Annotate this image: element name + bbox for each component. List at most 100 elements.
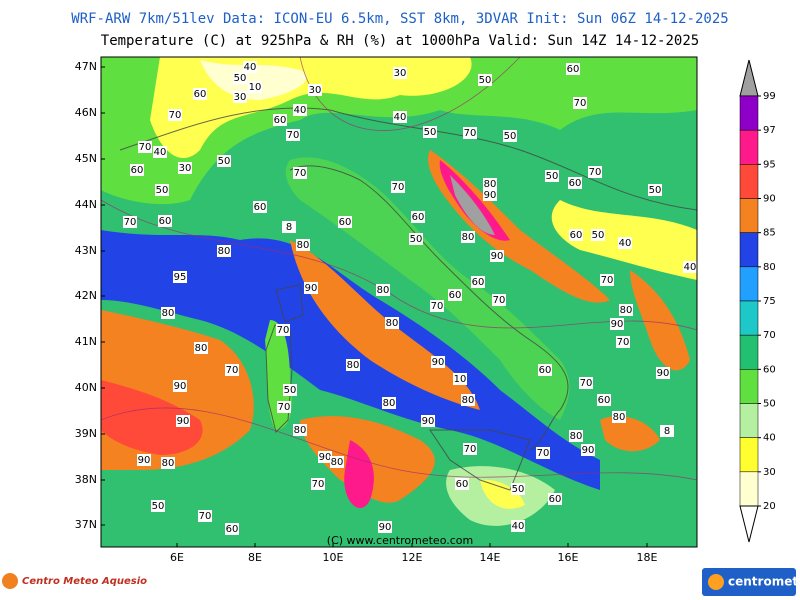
contour-label-bg: [431, 356, 445, 368]
contour-label: 30: [394, 68, 407, 79]
contour-label-bg: [610, 318, 624, 330]
contour-label-bg: [391, 181, 405, 193]
colorbar-top: [739, 59, 759, 97]
contour-label-bg: [276, 324, 290, 336]
contour-label-bg: [168, 109, 182, 121]
contour-label: 90: [611, 319, 624, 330]
lat-label: 38N: [75, 473, 97, 486]
contour-label-bg: [233, 91, 247, 103]
contour-label-bg: [158, 215, 172, 227]
contour-label-bg: [591, 229, 605, 241]
contour-label-bg: [536, 447, 550, 459]
contour-label: 50: [234, 73, 247, 84]
lat-label: 43N: [75, 244, 97, 257]
contour-label: 60: [412, 212, 425, 223]
contour-label-bg: [130, 164, 144, 176]
contour-label-bg: [569, 430, 583, 442]
contour-label: 70: [312, 479, 325, 490]
contour-label: 70: [574, 98, 587, 109]
lon-label: 12E: [402, 551, 423, 564]
colorbar-segment: [739, 403, 759, 438]
contour-label-bg: [282, 221, 296, 233]
contour-label: 70: [287, 130, 300, 141]
contour-label: 90: [319, 452, 332, 463]
contour-label: 70: [617, 337, 630, 348]
colorbar-segment: [739, 437, 759, 473]
contour-label: 70: [431, 301, 444, 312]
contour-label-bg: [448, 289, 462, 301]
colorbar-segment: [739, 232, 759, 268]
map-field: [101, 57, 697, 547]
colorbar-segment: [739, 369, 759, 404]
contour-label-bg: [683, 261, 697, 273]
contour-label: 80: [620, 305, 633, 316]
contour-label-bg: [277, 401, 291, 413]
lat-label: 42N: [75, 289, 97, 302]
contour-label: 90: [432, 357, 445, 368]
contour-label: 70: [124, 217, 137, 228]
contour-label: 70: [580, 378, 593, 389]
lon-label: 14E: [480, 551, 501, 564]
contour-label-bg: [490, 250, 504, 262]
contour-label: 80: [162, 308, 175, 319]
colorbar-segment: [739, 129, 759, 165]
contour-label: 90: [582, 445, 595, 456]
contour-label-bg: [569, 229, 583, 241]
contour-label: 30: [309, 85, 322, 96]
contour-label: 70: [169, 110, 182, 121]
contour-label-bg: [463, 443, 477, 455]
contour-label-bg: [138, 141, 152, 153]
contour-label-bg: [461, 231, 475, 243]
contour-label: 90: [305, 283, 318, 294]
contour-label-bg: [618, 237, 632, 249]
contour-label-bg: [283, 384, 297, 396]
contour-label-bg: [308, 84, 322, 96]
contour-label: 70: [277, 325, 290, 336]
contour-label: 8: [286, 222, 292, 233]
contour-label-bg: [233, 72, 247, 84]
lon-label: 16E: [558, 551, 579, 564]
lon-label: 6E: [170, 551, 184, 564]
contour-label-bg: [286, 129, 300, 141]
contour-label: 90: [657, 368, 670, 379]
contour-label-bg: [173, 271, 187, 283]
contour-label: 40: [684, 262, 697, 273]
contour-label-bg: [656, 367, 670, 379]
contour-label: 50: [512, 484, 525, 495]
contour-label-bg: [597, 394, 611, 406]
contour-label-bg: [600, 274, 614, 286]
contour-label-bg: [293, 167, 307, 179]
contour-label-bg: [243, 61, 257, 73]
colorbar-label: 40: [763, 433, 776, 444]
map-frame: [100, 56, 698, 548]
contour-label-bg: [178, 162, 192, 174]
contour-label-bg: [511, 520, 525, 532]
colorbar-label: 99: [763, 91, 776, 102]
contour-label: 90: [484, 190, 497, 201]
colorbar-segment: [739, 300, 759, 336]
lat-label: 39N: [75, 427, 97, 440]
contour-label: 70: [199, 511, 212, 522]
contour-label-bg: [217, 155, 231, 167]
contour-label: 50: [592, 230, 605, 241]
colorbar-label: 80: [763, 262, 776, 273]
contour-label: 40: [154, 147, 167, 158]
lat-label: 46N: [75, 106, 97, 119]
contour-label-bg: [153, 146, 167, 158]
contour-label: 50: [410, 234, 423, 245]
contour-label: 90: [422, 416, 435, 427]
contour-label-bg: [338, 216, 352, 228]
contour-label: 70: [278, 402, 291, 413]
contour-label-bg: [161, 457, 175, 469]
lat-label: 37N: [75, 518, 97, 531]
logo-icon: [708, 574, 724, 590]
contour-label: 60: [159, 216, 172, 227]
contour-label-bg: [193, 88, 207, 100]
contour-label-bg: [411, 211, 425, 223]
contour-label-bg: [346, 359, 360, 371]
contour-label-bg: [648, 184, 662, 196]
contour-label: 70: [226, 365, 239, 376]
contour-label-bg: [376, 284, 390, 296]
logo-text: Centro Meteo Aquesio: [22, 576, 147, 587]
